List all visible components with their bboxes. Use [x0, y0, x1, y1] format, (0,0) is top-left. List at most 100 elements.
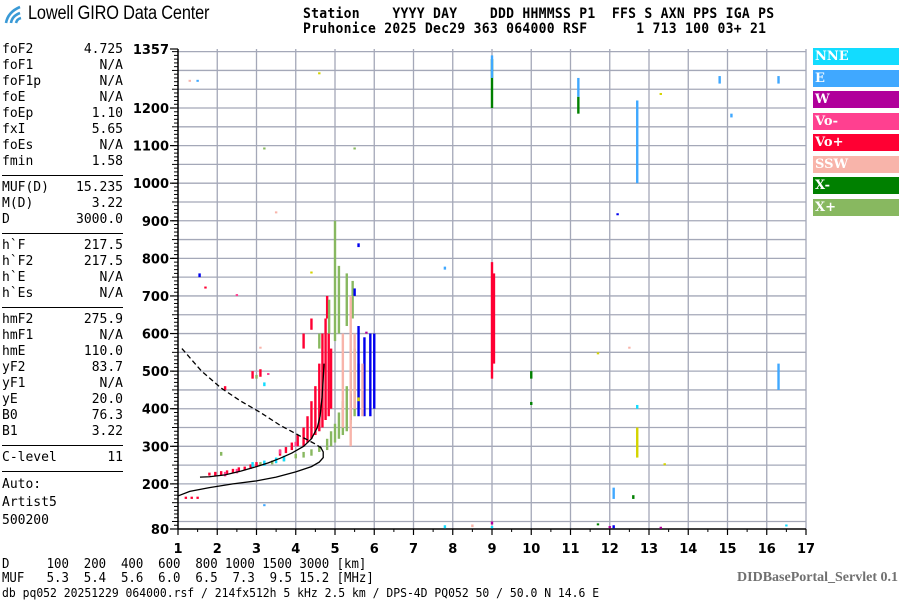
echo-streak	[263, 460, 266, 466]
echo-streak	[223, 386, 227, 390]
header-labels: Station YYYY DAY DDD HHMMSS P1 FFS S AXN…	[303, 6, 775, 22]
param-label: foEs	[2, 138, 34, 153]
param-row: hmF2 275.9	[2, 312, 123, 328]
echo-streak	[208, 472, 211, 476]
x-tick-label: 16	[758, 542, 776, 557]
autoscaler-info: Auto:	[2, 477, 42, 492]
x-tick-label: 13	[640, 542, 658, 557]
param-value: 3.22	[91, 424, 123, 439]
echo-streak	[785, 524, 788, 527]
echo-streak	[219, 471, 223, 476]
param-value: N/A	[99, 58, 123, 73]
param-row: B1 3.22	[2, 424, 123, 440]
param-label: foF1p	[2, 74, 42, 89]
param-label: MUF(D)	[2, 180, 49, 195]
echo-streak	[325, 295, 329, 319]
echo-streak	[282, 455, 286, 462]
echo-streak	[337, 265, 341, 334]
echo-streak	[616, 213, 619, 216]
echo-streak	[596, 352, 600, 355]
param-row: h`F 217.5	[2, 238, 123, 254]
x-tick-label: 17	[797, 542, 815, 557]
param-label: B0	[2, 408, 18, 423]
param-row: yF1 N/A	[2, 376, 123, 392]
param-label: yE	[2, 392, 18, 407]
echo-streak	[198, 273, 201, 278]
y-tick-label: 700	[142, 290, 169, 305]
echo-streak	[235, 294, 239, 297]
param-label: hmE	[2, 344, 26, 359]
param-value: 5.65	[91, 122, 123, 137]
param-value: N/A	[99, 376, 123, 391]
x-tick-label: 3	[252, 542, 261, 557]
legend-item-voplus: Vo+	[813, 134, 899, 151]
x-tick-label: 6	[370, 542, 379, 557]
param-value: 20.0	[91, 392, 123, 407]
echo-streak	[349, 295, 352, 447]
echo-streak	[225, 470, 229, 475]
echo-streak	[327, 299, 331, 334]
solid-trace	[199, 363, 325, 478]
echo-streak	[318, 72, 321, 75]
echo-streak	[357, 326, 360, 417]
x-tick-label: 15	[718, 542, 736, 557]
echo-streak	[490, 59, 494, 109]
param-value: N/A	[99, 138, 123, 153]
echo-streak	[231, 468, 235, 474]
param-row: fxI 5.65	[2, 122, 123, 138]
solid-trace	[177, 445, 324, 497]
echo-streak	[310, 401, 313, 439]
echo-streak	[302, 333, 305, 349]
echo-streak	[237, 467, 241, 472]
wifi-logo-icon	[4, 5, 22, 24]
echo-streak	[659, 526, 662, 529]
divider	[2, 471, 123, 472]
y-tick-label: 400	[142, 403, 169, 418]
echo-streak	[628, 346, 631, 349]
echo-streak	[443, 266, 447, 270]
echo-streak	[369, 333, 372, 417]
param-value: 110.0	[83, 344, 123, 359]
echo-streak	[324, 318, 327, 420]
param-value: 15.235	[76, 180, 123, 195]
param-label: B1	[2, 424, 18, 439]
param-row: h`E N/A	[2, 270, 123, 286]
echo-streak	[251, 371, 254, 379]
muf-values-row: MUF 5.3 5.4 5.6 6.0 6.5 7.3 9.5 15.2 [MH…	[2, 571, 374, 586]
echo-streak	[351, 280, 354, 319]
param-value: 4.725	[83, 42, 123, 57]
echo-streak	[612, 487, 615, 499]
param-value: 275.9	[83, 312, 123, 327]
param-row: foEs N/A	[2, 138, 123, 154]
param-value: 3.22	[91, 196, 123, 211]
echo-streak	[321, 333, 324, 428]
param-label: yF2	[2, 360, 26, 375]
echo-streak	[259, 369, 262, 377]
legend-item-e: E	[813, 69, 899, 87]
echo-streak	[267, 373, 270, 376]
echo-streak	[290, 442, 294, 451]
param-value: 217.5	[83, 238, 123, 253]
echo-streak	[490, 262, 494, 379]
x-tick-label: 9	[487, 542, 496, 557]
file-info: db pq052 20251229 064000.rsf / 214fx512h…	[2, 586, 600, 600]
echo-streak	[318, 363, 321, 432]
echo-streak	[490, 525, 494, 529]
legend-item-xplus: X+	[813, 198, 899, 216]
y-tick-label: 900	[142, 215, 169, 230]
param-label: hmF2	[2, 312, 34, 327]
echo-streak	[255, 462, 258, 467]
x-tick-label: 12	[601, 542, 619, 557]
echo-streak	[271, 460, 274, 465]
autoscaler-info: Artist5	[2, 495, 57, 510]
echo-streak	[443, 525, 447, 529]
logo: Lowell GIRO Data Center	[4, 3, 239, 25]
echo-streak	[530, 371, 533, 379]
echo-streak	[243, 466, 246, 471]
legend-item-ssw: SSW	[813, 155, 899, 173]
echo-streak	[612, 525, 615, 529]
param-value: 11	[107, 450, 123, 465]
param-row: foF1 N/A	[2, 58, 123, 74]
x-tick-label: 4	[291, 542, 300, 557]
echo-streak	[255, 374, 258, 379]
